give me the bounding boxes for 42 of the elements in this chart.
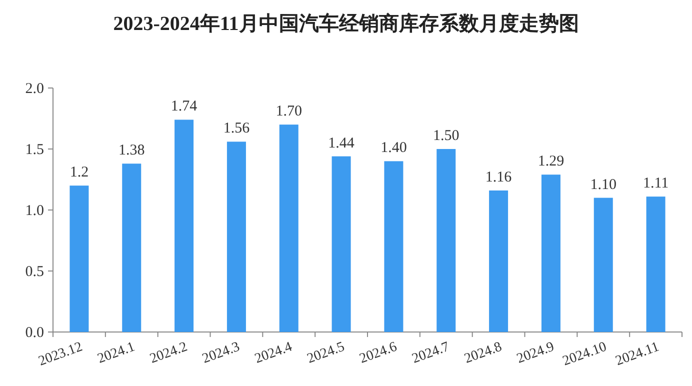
data-label: 1.10 bbox=[590, 176, 616, 193]
data-label: 1.50 bbox=[433, 128, 460, 144]
data-label: 1.29 bbox=[538, 154, 564, 170]
bar bbox=[226, 142, 246, 332]
bar bbox=[541, 174, 560, 332]
bar bbox=[332, 156, 351, 332]
x-tick-label: 2024.8 bbox=[462, 340, 504, 367]
x-tick-label: 2024.5 bbox=[305, 340, 347, 367]
data-label: 1.16 bbox=[485, 169, 512, 186]
bar bbox=[122, 164, 142, 332]
y-tick-label: 2.0 bbox=[25, 81, 44, 97]
y-tick-label: 1.5 bbox=[25, 142, 44, 158]
x-tick-label: 2024.3 bbox=[200, 340, 242, 367]
data-label: 1.40 bbox=[380, 140, 407, 156]
data-label: 1.70 bbox=[276, 104, 302, 120]
bar bbox=[594, 198, 613, 332]
data-label: 1.56 bbox=[223, 120, 250, 137]
y-tick-label: 0.0 bbox=[25, 325, 44, 341]
bar bbox=[70, 186, 89, 332]
x-tick-label: 2024.1 bbox=[96, 340, 137, 367]
x-tick-label: 2024.6 bbox=[358, 340, 400, 367]
data-label: 1.38 bbox=[118, 142, 145, 159]
bar bbox=[279, 124, 298, 332]
bar bbox=[489, 190, 508, 332]
bar bbox=[174, 120, 194, 332]
data-label: 1.11 bbox=[642, 176, 669, 192]
y-tick-label: 1.0 bbox=[25, 203, 44, 219]
bar bbox=[646, 196, 666, 332]
data-label: 1.44 bbox=[328, 135, 355, 152]
x-tick-label: 2023.12 bbox=[36, 340, 85, 370]
x-tick-label: 2024.9 bbox=[515, 340, 556, 367]
chart-title: 2023-2024年11月中国汽车经销商库存系数月度走势图 bbox=[113, 12, 579, 35]
x-tick-label: 2024.10 bbox=[560, 340, 609, 370]
x-tick-label: 2024.2 bbox=[148, 340, 190, 367]
data-label: 1.74 bbox=[170, 98, 198, 115]
bar bbox=[384, 161, 404, 332]
x-tick-label: 2024.4 bbox=[252, 340, 294, 367]
x-tick-label: 2024.11 bbox=[614, 340, 662, 370]
bar bbox=[436, 149, 456, 332]
y-tick-label: 0.5 bbox=[25, 264, 44, 280]
data-label: 1.2 bbox=[70, 164, 89, 181]
x-tick-label: 2024.7 bbox=[410, 340, 452, 367]
